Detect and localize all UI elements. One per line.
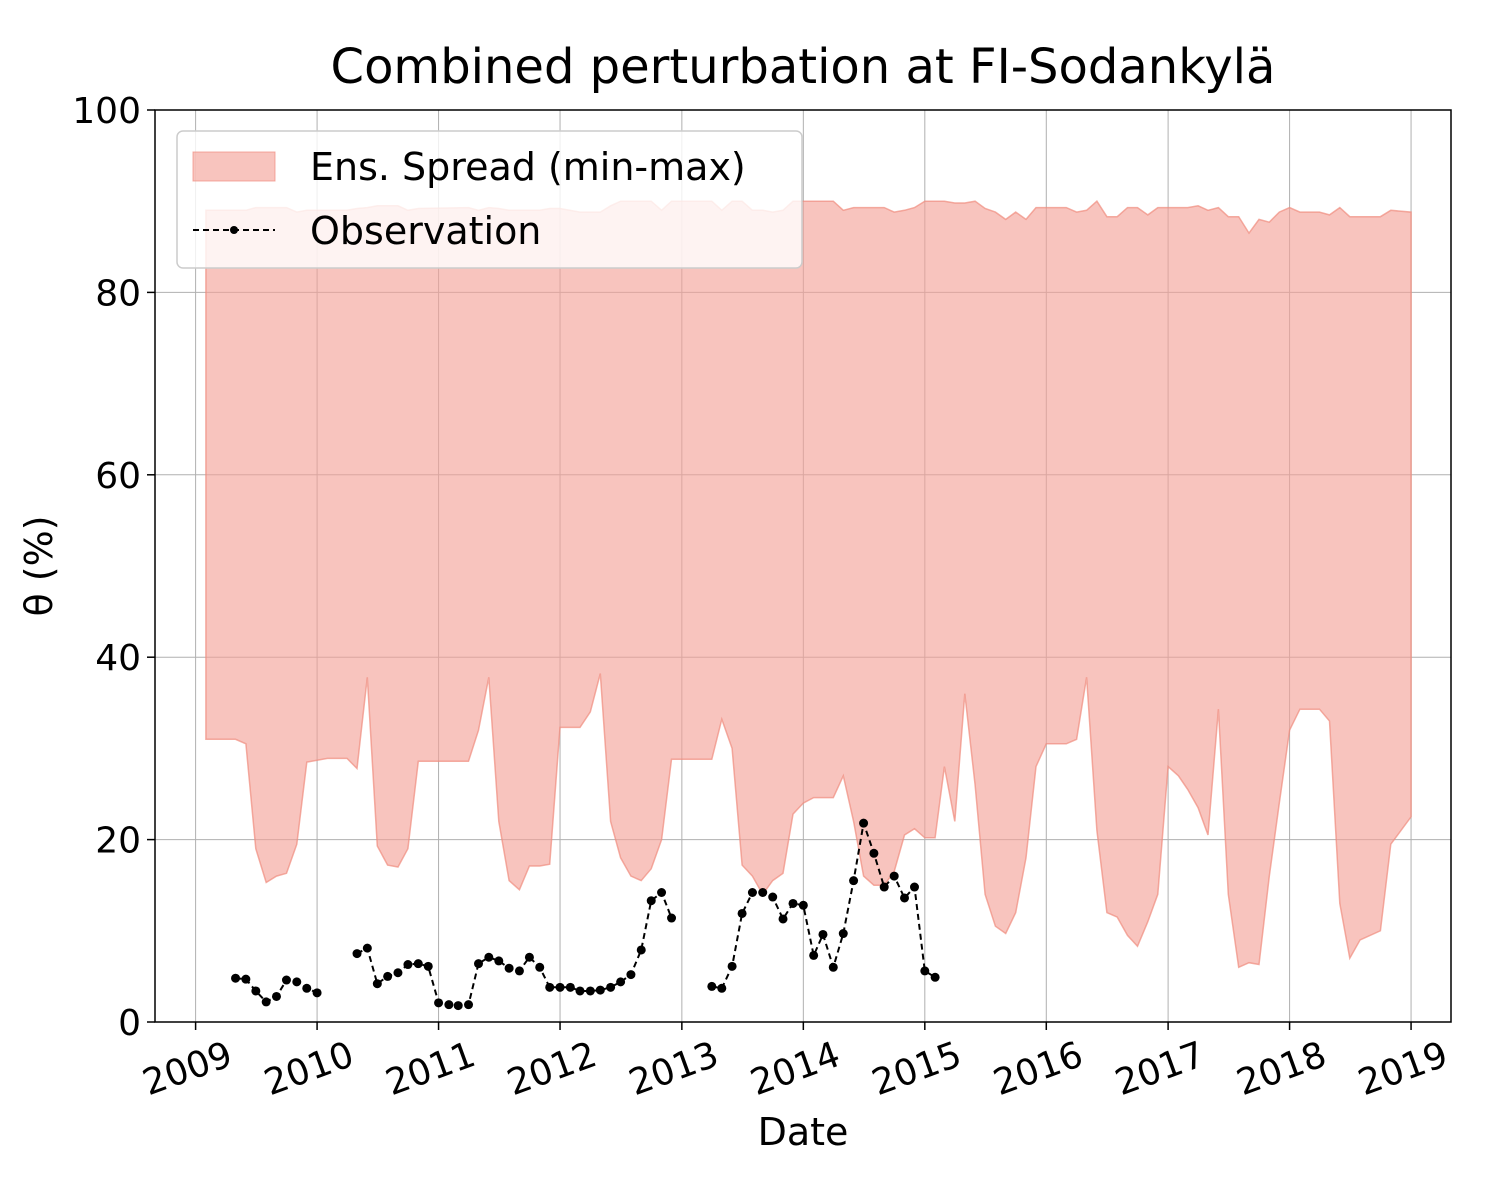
- legend-spread-label: Ens. Spread (min-max): [310, 145, 746, 189]
- y-tick-label: 100: [72, 91, 141, 132]
- observation-point: [727, 961, 737, 971]
- observation-point: [849, 876, 859, 886]
- observation-point: [646, 896, 656, 906]
- y-axis-label: θ (%): [17, 515, 61, 616]
- observation-point: [859, 818, 869, 828]
- legend-observation-label: Observation: [310, 209, 541, 253]
- observation-point: [464, 1000, 474, 1010]
- observation-point: [798, 900, 808, 910]
- observation-point: [231, 973, 241, 983]
- observation-point: [818, 929, 828, 939]
- observation-point: [667, 913, 677, 923]
- observation-point: [434, 998, 444, 1008]
- observation-point: [383, 971, 393, 981]
- observation-point: [616, 977, 626, 987]
- x-axis-label: Date: [758, 1110, 849, 1154]
- legend-box: [176, 130, 803, 269]
- observation-layer: [231, 818, 940, 1011]
- observation-point: [545, 982, 555, 992]
- observation-point: [828, 962, 838, 972]
- observation-point: [575, 986, 585, 996]
- observation-point: [838, 929, 848, 939]
- observation-point: [504, 963, 514, 973]
- y-tick-label: 0: [118, 1003, 141, 1044]
- observation-point: [909, 882, 919, 892]
- observation-point: [920, 966, 930, 976]
- observation-point: [281, 975, 291, 985]
- legend-spread-swatch: [192, 151, 276, 182]
- observation-point: [657, 887, 667, 897]
- chart-title: Combined perturbation at FI-Sodankylä: [331, 39, 1276, 95]
- observation-point: [758, 887, 768, 897]
- observation-point: [362, 943, 372, 953]
- observation-point: [555, 982, 565, 992]
- observation-point: [879, 882, 889, 892]
- observation-point: [768, 892, 778, 902]
- observation-point: [889, 871, 899, 881]
- legend: Ens. Spread (min-max) Observation: [176, 130, 803, 269]
- legend-observation-marker: [230, 226, 238, 234]
- observation-point: [413, 959, 423, 969]
- observation-point: [241, 974, 251, 984]
- observation-point: [474, 959, 484, 969]
- y-tick-label: 20: [95, 821, 141, 862]
- observation-point: [606, 982, 616, 992]
- observation-point: [737, 908, 747, 918]
- observation-point: [636, 945, 646, 955]
- observation-point: [453, 1001, 463, 1011]
- observation-point: [707, 981, 717, 991]
- observation-point: [403, 960, 413, 970]
- observation-point: [565, 982, 575, 992]
- observation-point: [514, 966, 524, 976]
- observation-point: [900, 893, 910, 903]
- observation-point: [372, 979, 382, 989]
- y-tick-label: 60: [95, 456, 141, 497]
- observation-point: [930, 972, 940, 982]
- observation-point: [717, 983, 727, 993]
- observation-point: [261, 997, 271, 1007]
- observation-point: [292, 977, 302, 987]
- observation-point: [393, 968, 403, 978]
- observation-point: [494, 956, 504, 966]
- observation-point: [302, 983, 312, 993]
- observation-point: [788, 898, 798, 908]
- observation-point: [251, 986, 261, 996]
- observation-point: [626, 970, 636, 980]
- observation-point: [595, 985, 605, 995]
- y-tick-label: 40: [95, 638, 141, 679]
- y-tick-label: 80: [95, 273, 141, 314]
- observation-point: [352, 949, 362, 959]
- observation-point: [312, 988, 322, 998]
- observation-point: [271, 991, 281, 1001]
- observation-point: [778, 914, 788, 924]
- observation-point: [484, 952, 494, 962]
- observation-point: [423, 961, 433, 971]
- observation-point: [535, 962, 545, 972]
- observation-point: [747, 887, 757, 897]
- observation-point: [869, 848, 879, 858]
- observation-point: [444, 1000, 454, 1010]
- observation-point: [809, 950, 819, 960]
- observation-point: [585, 986, 595, 996]
- observation-point: [524, 952, 534, 962]
